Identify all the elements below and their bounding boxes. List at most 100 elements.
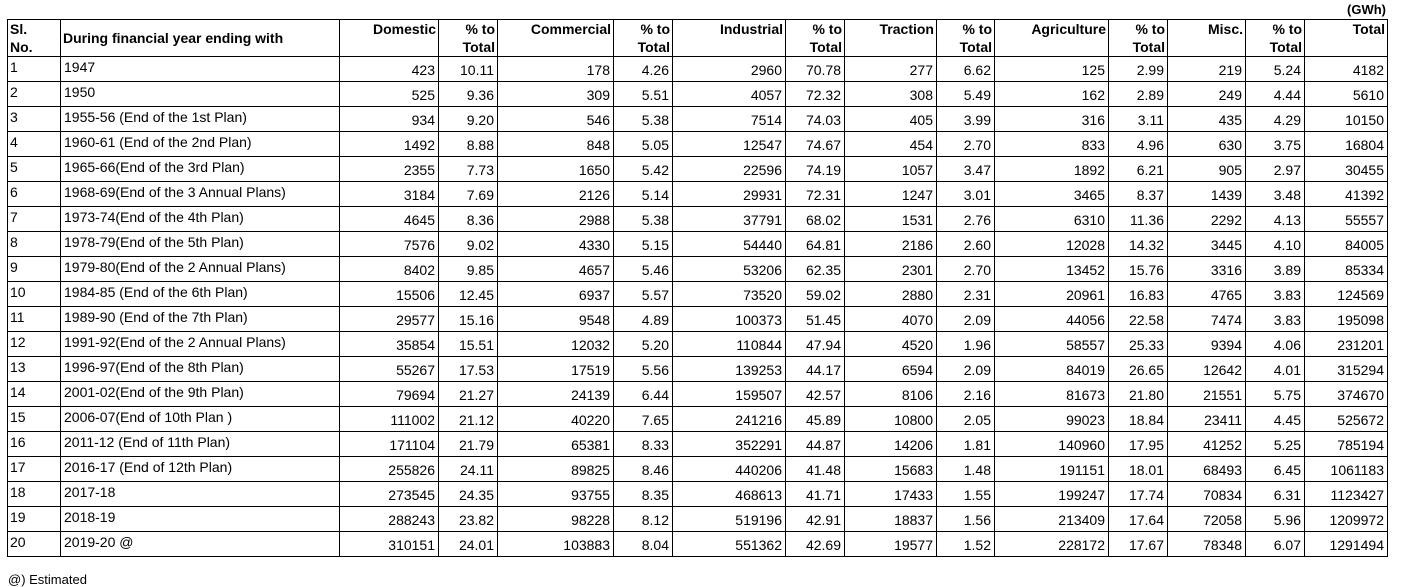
cell-value: 70.78 [785, 56, 845, 82]
cell-value: 18837 [844, 506, 937, 532]
cell-value: 159507 [672, 381, 786, 407]
cell-value: 405 [844, 106, 937, 132]
cell-value: 100373 [672, 306, 786, 332]
cell-value: 15506 [339, 281, 439, 307]
cell-year: 1965-66(End of the 3rd Plan) [60, 156, 340, 182]
cell-value: 5.25 [1245, 431, 1305, 457]
cell-value: 74.19 [785, 156, 845, 182]
cell-value: 178 [497, 56, 614, 82]
header-sl-no: Sl. No. [7, 19, 61, 57]
cell-value: 2.09 [936, 356, 995, 382]
cell-value: 9.20 [438, 106, 498, 132]
cell-value: 4657 [497, 256, 614, 282]
cell-value: 15.51 [438, 331, 498, 357]
cell-value: 16.83 [1108, 281, 1168, 307]
cell-value: 435 [1167, 106, 1246, 132]
cell-value: 17.74 [1108, 481, 1168, 507]
header-pct: % to Total [613, 19, 673, 57]
cell-value: 7.73 [438, 156, 498, 182]
cell-value: 74.67 [785, 131, 845, 157]
cell-value: 231201 [1304, 331, 1388, 357]
cell-value: 8.33 [613, 431, 673, 457]
cell-value: 44.17 [785, 356, 845, 382]
cell-value: 24.35 [438, 481, 498, 507]
unit-label: (GWh) [1347, 2, 1386, 17]
cell-value: 20961 [994, 281, 1109, 307]
cell-value: 2.99 [1108, 56, 1168, 82]
header-total: Total [1304, 19, 1388, 57]
cell-value: 9394 [1167, 331, 1246, 357]
cell-value: 5.15 [613, 231, 673, 257]
cell-value: 8.37 [1108, 181, 1168, 207]
cell-value: 4.89 [613, 306, 673, 332]
cell-value: 423 [339, 56, 439, 82]
cell-value: 17.53 [438, 356, 498, 382]
cell-year: 2011-12 (End of 11th Plan) [60, 431, 340, 457]
cell-sl-no: 14 [7, 381, 61, 407]
cell-year: 2019-20 @ [60, 531, 340, 557]
cell-value: 6.21 [1108, 156, 1168, 182]
cell-value: 3.11 [1108, 106, 1168, 132]
cell-value: 4.29 [1245, 106, 1305, 132]
cell-value: 1892 [994, 156, 1109, 182]
cell-value: 58557 [994, 331, 1109, 357]
cell-value: 3.83 [1245, 306, 1305, 332]
cell-value: 4.26 [613, 56, 673, 82]
cell-value: 12.45 [438, 281, 498, 307]
cell-value: 41.71 [785, 481, 845, 507]
cell-value: 53206 [672, 256, 786, 282]
cell-sl-no: 4 [7, 131, 61, 157]
cell-value: 1247 [844, 181, 937, 207]
cell-value: 5.56 [613, 356, 673, 382]
cell-value: 10150 [1304, 106, 1388, 132]
cell-value: 213409 [994, 506, 1109, 532]
cell-value: 3445 [1167, 231, 1246, 257]
cell-value: 84005 [1304, 231, 1388, 257]
cell-value: 16804 [1304, 131, 1388, 157]
cell-year: 1960-61 (End of the 2nd Plan) [60, 131, 340, 157]
cell-value: 21.27 [438, 381, 498, 407]
cell-value: 2.89 [1108, 81, 1168, 107]
cell-value: 37791 [672, 206, 786, 232]
cell-sl-no: 13 [7, 356, 61, 382]
cell-value: 2.16 [936, 381, 995, 407]
cell-value: 308 [844, 81, 937, 107]
cell-value: 4765 [1167, 281, 1246, 307]
cell-value: 21.80 [1108, 381, 1168, 407]
cell-value: 42.69 [785, 531, 845, 557]
cell-year: 2016-17 (End of 12th Plan) [60, 456, 340, 482]
cell-year: 1996-97(End of the 8th Plan) [60, 356, 340, 382]
table-row: 5 1965-66(End of the 3rd Plan) 2355 7.73 165… [7, 156, 1388, 182]
table-row: 4 1960-61 (End of the 2nd Plan) 1492 8.88 84… [7, 131, 1388, 157]
cell-value: 2.05 [936, 406, 995, 432]
cell-value: 249 [1167, 81, 1246, 107]
cell-sl-no: 1 [7, 56, 61, 82]
cell-value: 85334 [1304, 256, 1388, 282]
cell-value: 65381 [497, 431, 614, 457]
cell-value: 103883 [497, 531, 614, 557]
cell-value: 5610 [1304, 81, 1388, 107]
cell-value: 519196 [672, 506, 786, 532]
cell-value: 45.89 [785, 406, 845, 432]
table-row: 6 1968-69(End of the 3 Annual Plans) 3184 7… [7, 181, 1388, 207]
cell-sl-no: 8 [7, 231, 61, 257]
cell-value: 4.96 [1108, 131, 1168, 157]
cell-value: 3316 [1167, 256, 1246, 282]
cell-value: 21551 [1167, 381, 1246, 407]
cell-year: 2017-18 [60, 481, 340, 507]
cell-value: 1.56 [936, 506, 995, 532]
cell-value: 310151 [339, 531, 439, 557]
cell-value: 4057 [672, 81, 786, 107]
cell-value: 905 [1167, 156, 1246, 182]
cell-sl-no: 10 [7, 281, 61, 307]
cell-year: 1973-74(End of the 4th Plan) [60, 206, 340, 232]
cell-sl-no: 20 [7, 531, 61, 557]
cell-value: 630 [1167, 131, 1246, 157]
cell-value: 14.32 [1108, 231, 1168, 257]
cell-sl-no: 6 [7, 181, 61, 207]
cell-year: 2018-19 [60, 506, 340, 532]
cell-value: 110844 [672, 331, 786, 357]
header-pct: % to Total [1245, 19, 1305, 57]
cell-sl-no: 16 [7, 431, 61, 457]
cell-value: 17.67 [1108, 531, 1168, 557]
